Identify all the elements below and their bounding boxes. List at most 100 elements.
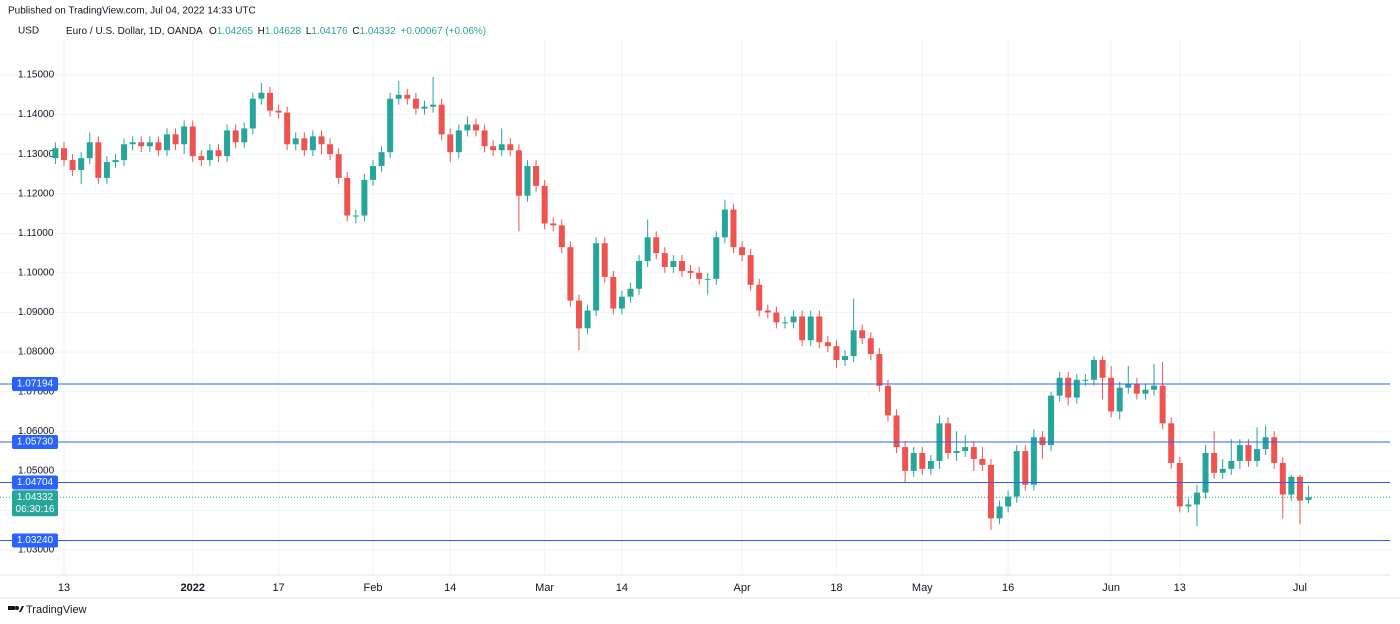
- candle-body: [687, 270, 694, 273]
- c-value: 1.04332: [360, 26, 397, 37]
- candle-body: [490, 146, 497, 151]
- candle-body: [567, 247, 574, 301]
- candle-body: [378, 152, 385, 167]
- candle-body: [661, 253, 668, 267]
- candle-body: [438, 104, 445, 135]
- y-tick-label: 1.15000: [18, 70, 55, 81]
- c-label: C: [352, 26, 359, 37]
- candle-body: [678, 261, 685, 271]
- candle-body: [781, 322, 788, 324]
- y-tick-label: 1.09000: [18, 307, 55, 318]
- candle-body: [1236, 445, 1243, 461]
- countdown: 06:30:16: [16, 504, 55, 515]
- candle-body: [241, 128, 248, 143]
- y-tick-label: 1.08000: [18, 347, 55, 358]
- candle-body: [1048, 395, 1055, 446]
- candle-body: [404, 94, 411, 99]
- candle-body: [1193, 492, 1200, 505]
- y-tick-label: 1.11000: [18, 228, 54, 239]
- candle-body: [52, 148, 59, 159]
- candle-body: [1279, 462, 1286, 495]
- x-tick-label: 13: [58, 582, 70, 594]
- x-tick-label: 16: [1002, 582, 1014, 594]
- candle-body: [309, 136, 316, 151]
- candle-body: [1219, 468, 1226, 473]
- y-tick-label: 1.05000: [18, 465, 55, 476]
- candle-body: [498, 144, 505, 151]
- candle-body: [962, 447, 969, 452]
- last-price-label: 1.04332: [17, 492, 54, 503]
- candle-body: [361, 179, 368, 216]
- candle-body: [1090, 360, 1097, 380]
- candle-body: [927, 460, 934, 469]
- logo: [8, 606, 24, 612]
- candle-body: [232, 130, 239, 143]
- candle-body: [481, 130, 488, 147]
- candle-body: [1005, 496, 1012, 507]
- candle-body: [721, 209, 728, 238]
- candle-body: [301, 138, 308, 151]
- candle-body: [1296, 476, 1303, 501]
- price-line-label-box: [12, 475, 58, 490]
- candle-body: [859, 330, 866, 339]
- candle-body: [833, 346, 840, 361]
- candle-body: [524, 166, 531, 196]
- candle-body: [558, 225, 565, 248]
- x-tick-label: Feb: [364, 582, 383, 594]
- published: Published on TradingView.com, Jul 04, 20…: [8, 6, 256, 17]
- candle-body: [919, 453, 926, 469]
- candle-body: [455, 130, 462, 153]
- candle-body: [910, 453, 917, 471]
- candle-body: [163, 134, 170, 151]
- y-tick-label: 1.03000: [18, 545, 55, 556]
- candle-body: [181, 126, 188, 145]
- l-value: 1.04176: [311, 26, 348, 37]
- candle-body: [670, 261, 677, 267]
- candle-body: [1305, 497, 1312, 500]
- candle-body: [412, 98, 419, 109]
- candle-body: [653, 237, 660, 254]
- candle-body: [1022, 451, 1029, 485]
- candle-body: [1013, 451, 1020, 497]
- price-line-label-box: [12, 376, 58, 391]
- candle-body: [318, 136, 325, 145]
- legend: Euro / U.S. Dollar, 1D, OANDA O1.04265 H…: [66, 26, 486, 37]
- h-label: H: [258, 26, 265, 37]
- candle-body: [103, 162, 110, 178]
- candle-body: [447, 134, 454, 153]
- candle-body: [215, 150, 222, 157]
- candle-body: [807, 316, 814, 341]
- candle-body: [987, 464, 994, 519]
- candle-body: [129, 142, 136, 145]
- candle-body: [816, 316, 823, 343]
- candle-body: [730, 209, 737, 248]
- price-line-label: 1.07194: [17, 379, 54, 390]
- candle-body: [533, 166, 540, 186]
- candle-body: [61, 148, 67, 161]
- candle-body: [1151, 385, 1158, 390]
- y-tick-label: 1.14000: [18, 109, 55, 120]
- candle-body: [387, 98, 394, 153]
- candle-body: [1159, 385, 1166, 424]
- candle-body: [78, 158, 85, 170]
- candle-body: [1108, 377, 1115, 412]
- candle-body: [1254, 449, 1261, 461]
- candle-body: [850, 330, 857, 357]
- candle-body: [155, 142, 162, 151]
- x-tick-label: 17: [272, 582, 284, 594]
- x-tick-label: Jun: [1102, 582, 1120, 594]
- candle-body: [352, 215, 359, 217]
- candle-body: [198, 156, 205, 161]
- candle-body: [327, 144, 334, 155]
- price-line-label: 1.04704: [17, 477, 54, 488]
- x-tick-label: 18: [830, 582, 842, 594]
- candle-body: [206, 150, 213, 161]
- candle-body: [747, 255, 754, 285]
- candle-body: [69, 160, 76, 170]
- candle-body: [1185, 504, 1192, 507]
- candle-body: [593, 243, 600, 311]
- candle-body: [945, 423, 952, 454]
- candle-body: [138, 142, 145, 147]
- h-value: 1.04628: [265, 26, 302, 37]
- candle-body: [1116, 387, 1123, 412]
